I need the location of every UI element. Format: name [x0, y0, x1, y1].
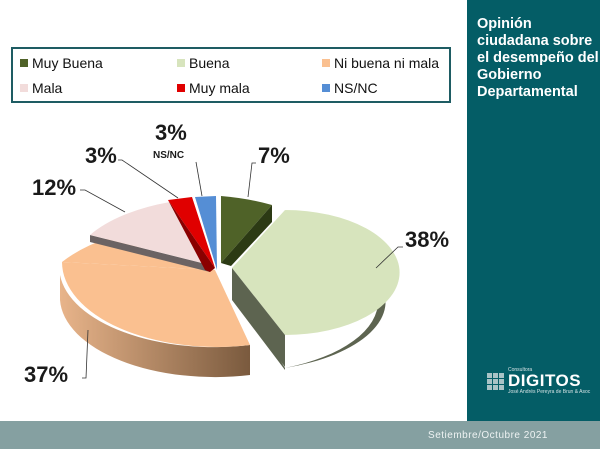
label-nsnc: 3% — [155, 120, 187, 145]
legend-item-buena: Buena — [177, 55, 229, 71]
slide-title: Opinión ciudadana sobre el desempeño del… — [477, 16, 599, 100]
legend-label: Buena — [189, 55, 230, 71]
pie-chart — [60, 159, 403, 379]
legend-item-ni-buena-ni-mala: Ni buena ni mala — [322, 55, 439, 71]
legend-item-muy-buena: Muy Buena — [20, 55, 103, 71]
label-ni-buena-ni-mala: 37% — [24, 362, 69, 387]
legend-label: Mala — [32, 80, 63, 96]
legend-swatch — [20, 84, 28, 92]
sidebar-panel: Opinión ciudadana sobre el desempeño del… — [467, 0, 600, 421]
legend-swatch — [322, 59, 330, 67]
slice-muy-mala — [168, 197, 215, 268]
slice-mala-side — [90, 235, 210, 272]
legend-item-nsnc: NS/NC — [322, 80, 378, 96]
slice-buena-side — [232, 280, 386, 370]
slice-muy-buena-side — [221, 205, 272, 266]
legend-swatch — [177, 84, 185, 92]
chart-legend: Muy Buena Buena Ni buena ni mala Mala Mu… — [11, 47, 451, 103]
label-muy-buena: 7% — [258, 143, 290, 168]
legend-label: Ni buena ni mala — [334, 55, 440, 71]
slice-muy-mala-side — [168, 200, 215, 272]
legend-item-mala: Mala — [20, 80, 62, 96]
label-nsnc-name: NS/NC — [153, 150, 185, 161]
logo-sub-text: José Andrés Pereyra de Brun & Asoc — [508, 389, 591, 395]
slice-muy-buena — [221, 196, 272, 263]
slide-main: Muy Buena Buena Ni buena ni mala Mala Mu… — [11, 47, 451, 387]
label-muy-mala: 3% — [85, 143, 117, 168]
label-buena: 38% — [405, 227, 450, 252]
slice-ni-buena-side — [60, 275, 250, 378]
slice-buena-inner — [232, 268, 285, 367]
legend-label: NS/NC — [334, 80, 378, 96]
footer-date: Setiembre/Octubre 2021 — [428, 430, 548, 441]
footer-bar: Setiembre/Octubre 2021 — [0, 421, 600, 449]
label-mala: 12% — [32, 175, 77, 200]
leader-lines — [80, 159, 403, 379]
legend-label: Muy mala — [189, 80, 250, 96]
slice-buena-top — [285, 210, 400, 335]
slice-buena — [232, 210, 353, 335]
slice-nsnc — [195, 196, 217, 270]
logo-small-text: Consultora — [508, 367, 533, 373]
legend-swatch — [322, 84, 330, 92]
logo-grid-icon — [487, 372, 504, 390]
legend-swatch — [20, 59, 28, 67]
legend-swatch — [177, 59, 185, 67]
digitos-logo: Consultora DIGITOS José Andrés Pereyra d… — [487, 367, 590, 395]
legend-item-muy-mala: Muy mala — [177, 80, 250, 96]
slice-ni-buena-ni-mala — [62, 262, 250, 347]
legend-label: Muy Buena — [32, 55, 103, 71]
logo-name: DIGITOS — [508, 371, 582, 390]
